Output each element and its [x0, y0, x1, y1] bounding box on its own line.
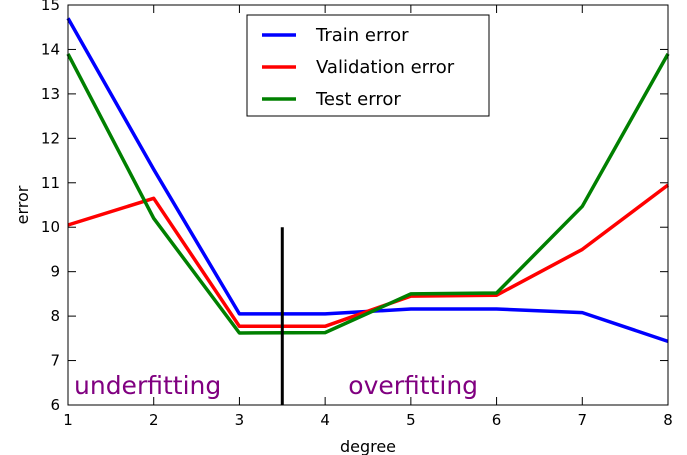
y-tick-label: 6: [50, 396, 60, 414]
y-tick-label: 15: [41, 0, 60, 14]
annotation-layer: underfitting overfitting: [74, 371, 478, 400]
x-tick-label: 6: [492, 411, 502, 429]
plot-frame: [67, 4, 669, 406]
series-layer: [66, 17, 670, 344]
y-axis-ticks: 6 7 8 9 10 11 12 13 14 15: [41, 0, 668, 414]
annotation-overfitting: overfitting: [348, 371, 478, 400]
y-tick-label: 8: [50, 307, 60, 325]
y-tick-label: 13: [41, 85, 60, 103]
x-tick-label: 7: [578, 411, 588, 429]
x-tick-label: 1: [63, 411, 73, 429]
series-line-validation-error: [67, 183, 670, 329]
x-tick-label: 8: [663, 411, 673, 429]
legend-label-test-error: Test error: [315, 89, 401, 110]
y-tick-label: 9: [50, 263, 60, 281]
y-axis-label: error: [13, 185, 32, 224]
y-tick-label: 12: [41, 129, 60, 147]
y-tick-label: 14: [41, 40, 60, 58]
legend: Train error Validation error Test error: [246, 14, 490, 117]
y-tick-label: 10: [41, 218, 60, 236]
x-axis-ticks: 1 2 3 4 5 6 7 8: [63, 5, 673, 429]
annotation-underfitting: underfitting: [74, 371, 221, 400]
y-tick-label: 7: [50, 352, 60, 370]
x-tick-label: 5: [406, 411, 416, 429]
legend-label-validation-error: Validation error: [316, 57, 455, 78]
legend-label-train-error: Train error: [315, 25, 409, 46]
x-axis-label: degree: [340, 437, 396, 455]
x-tick-label: 3: [235, 411, 245, 429]
x-tick-label: 4: [320, 411, 330, 429]
y-tick-label: 11: [41, 174, 60, 192]
series-line-test-error: [66, 53, 670, 335]
x-tick-label: 2: [149, 411, 159, 429]
